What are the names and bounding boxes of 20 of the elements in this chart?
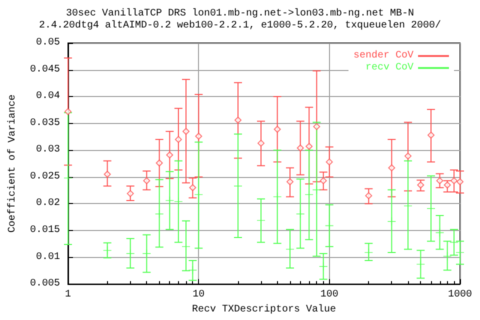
legend-label: recv CoV bbox=[365, 62, 414, 74]
y-tick-label: 0.02 bbox=[36, 198, 60, 210]
y-tick-label: 0.015 bbox=[30, 225, 60, 236]
x-tick-label: 100 bbox=[320, 290, 338, 301]
x-tick-label: 1000 bbox=[448, 290, 472, 301]
x-tick-label: 1 bbox=[64, 290, 72, 301]
x-tick-label: 10 bbox=[192, 290, 205, 301]
y-tick-label: 0.04 bbox=[36, 91, 60, 102]
y-tick-label: 0.025 bbox=[30, 171, 60, 182]
y-tick-label: 0.05 bbox=[36, 38, 60, 48]
y-tick-label: 0.01 bbox=[36, 252, 60, 263]
y-axis-title: Coefficient of Variance bbox=[6, 94, 18, 233]
y-tick-label: 0.045 bbox=[30, 64, 60, 76]
chart-subtitle: 2.4.20dtg4 altAIMD-0.2 web100-2.2.1, e1000-5.2.20, txqueuelen 2000/ bbox=[38, 20, 442, 32]
chart-title: 30sec VanillaTCP DRS lon01.mb-ng.net->lon03.mb-ng.net MB-N bbox=[66, 8, 414, 20]
y-tick-label: 0.035 bbox=[30, 118, 60, 129]
y-tick-label: 0.03 bbox=[36, 144, 60, 156]
y-tick-label: 0.005 bbox=[30, 278, 60, 290]
x-axis-title: Recv TXDescriptors Value bbox=[192, 304, 336, 316]
legend-label: sender CoV bbox=[353, 50, 414, 62]
